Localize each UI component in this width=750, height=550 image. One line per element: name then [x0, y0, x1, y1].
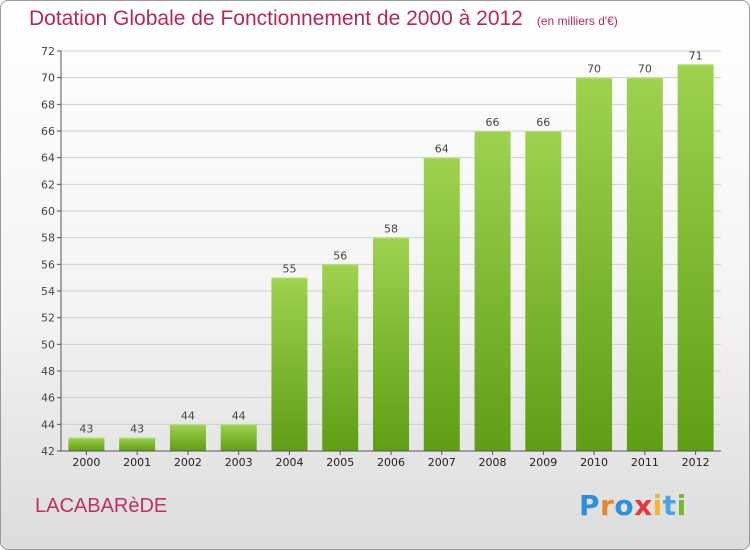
labels: 42 44 46 48 50 52 54 56 58 60 62 64 66 68 70 72 43 2000 43… — [41, 45, 710, 469]
y-tick-label: 48 — [41, 365, 55, 378]
bar-2011 — [626, 77, 663, 452]
chart-title-text: Dotation Globale de Fonctionnement de 20… — [29, 7, 523, 30]
y-tick-label: 58 — [41, 232, 55, 245]
bar-2010 — [576, 77, 613, 452]
y-tick-label: 52 — [41, 312, 55, 325]
y-tick-label: 66 — [41, 125, 55, 138]
axes — [57, 50, 721, 455]
chart-units: (en milliers d'€) — [536, 14, 618, 28]
logo-letter: r — [600, 489, 615, 522]
bar-2006 — [373, 237, 409, 451]
proxiti-logo[interactable]: Proxiti — [579, 489, 687, 522]
bar-2012 — [677, 64, 714, 452]
y-tick-label: 44 — [41, 418, 55, 431]
x-tick-label-2008: 2008 — [479, 456, 507, 469]
x-tick-label-2011: 2011 — [631, 456, 659, 469]
x-tick-label-2004: 2004 — [275, 456, 303, 469]
x-tick-label-2009: 2009 — [529, 456, 557, 469]
y-tick-label: 64 — [41, 152, 55, 165]
y-tick-label: 70 — [41, 72, 55, 85]
value-label-2008: 66 — [486, 116, 500, 129]
location-name: LACABARèDE — [35, 495, 168, 517]
x-tick-label-2003: 2003 — [225, 456, 253, 469]
value-label-2007: 64 — [435, 143, 449, 156]
bar-2000 — [68, 437, 105, 451]
x-tick-label-2001: 2001 — [123, 456, 151, 469]
logo-letter: o — [614, 489, 635, 522]
bar-2009 — [525, 131, 562, 451]
value-label-2012: 71 — [689, 49, 703, 62]
bars — [68, 64, 714, 452]
value-label-2002: 44 — [181, 409, 195, 422]
y-tick-label: 68 — [41, 98, 55, 111]
bar-2002 — [169, 424, 206, 451]
x-tick-label-2010: 2010 — [580, 456, 608, 469]
logo-letter: i — [652, 489, 663, 522]
bar-2005 — [322, 264, 359, 451]
bar-2004 — [271, 277, 308, 451]
logo-letter: t — [662, 489, 677, 522]
logo-letter: x — [634, 489, 653, 522]
y-tick-label: 62 — [41, 178, 55, 191]
x-tick-label-2002: 2002 — [174, 456, 202, 469]
bar-2007 — [423, 157, 460, 451]
x-tick-label-2000: 2000 — [72, 456, 100, 469]
logo-letter: i — [676, 489, 687, 522]
y-tick-label: 72 — [41, 45, 55, 58]
x-tick-label-2012: 2012 — [682, 456, 710, 469]
bar-2003 — [220, 424, 257, 451]
bar-2001 — [119, 437, 156, 451]
value-label-2006: 58 — [384, 223, 398, 236]
y-tick-label: 46 — [41, 392, 55, 405]
value-label-2010: 70 — [587, 63, 601, 76]
bar-2008 — [474, 131, 511, 451]
value-label-2009: 66 — [536, 116, 550, 129]
value-label-2004: 55 — [282, 263, 296, 276]
value-label-2011: 70 — [638, 63, 652, 76]
value-label-2001: 43 — [130, 423, 144, 436]
chart-title: Dotation Globale de Fonctionnement de 20… — [29, 7, 618, 31]
y-tick-label: 56 — [41, 258, 55, 271]
value-label-2005: 56 — [333, 249, 347, 262]
x-tick-label-2006: 2006 — [377, 456, 405, 469]
y-tick-label: 42 — [41, 445, 55, 458]
logo-letter: P — [579, 489, 601, 522]
x-tick-label-2007: 2007 — [428, 456, 456, 469]
value-label-2000: 43 — [79, 423, 93, 436]
y-tick-label: 60 — [41, 205, 55, 218]
y-tick-label: 54 — [41, 285, 55, 298]
y-tick-label: 50 — [41, 338, 55, 351]
x-tick-label-2005: 2005 — [326, 456, 354, 469]
value-label-2003: 44 — [232, 409, 246, 422]
